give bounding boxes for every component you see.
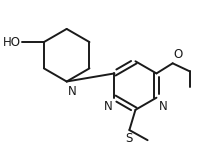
Text: N: N [158, 100, 167, 113]
Text: HO: HO [3, 36, 21, 49]
Text: S: S [126, 132, 133, 145]
Text: N: N [68, 85, 76, 98]
Text: N: N [104, 100, 112, 113]
Text: O: O [174, 48, 183, 61]
